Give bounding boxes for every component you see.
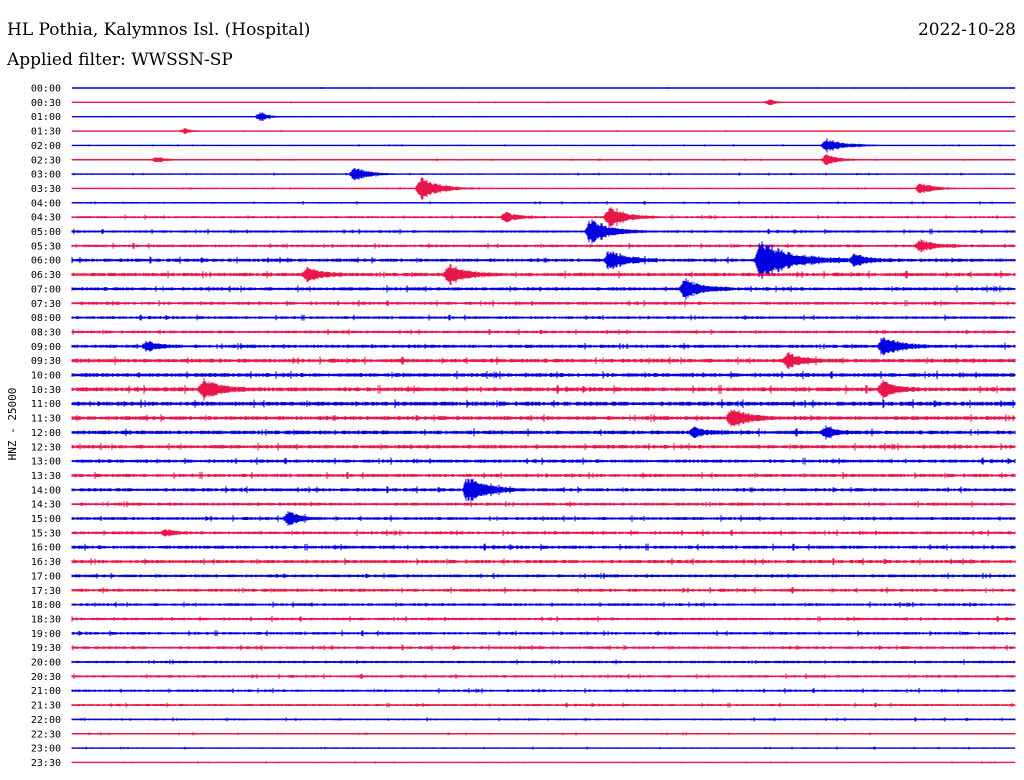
time-label: 10:30: [31, 385, 61, 396]
time-label: 13:30: [31, 471, 61, 482]
time-label: 02:30: [31, 155, 61, 166]
time-label: 04:30: [31, 213, 61, 224]
time-label: 01:00: [31, 112, 61, 123]
time-label: 08:30: [31, 327, 61, 338]
time-label: 02:00: [31, 141, 61, 152]
time-label: 16:30: [31, 557, 61, 568]
time-label: 15:30: [31, 528, 61, 539]
time-label: 05:30: [31, 241, 61, 252]
time-label: 22:00: [31, 715, 61, 726]
time-label: 12:30: [31, 442, 61, 453]
time-label: 00:30: [31, 98, 61, 109]
time-label: 15:00: [31, 514, 61, 525]
time-label: 07:00: [31, 284, 61, 295]
filter-label: Applied filter: WWSSN-SP: [7, 50, 233, 70]
time-label: 09:00: [31, 342, 61, 353]
time-label: 16:00: [31, 543, 61, 554]
time-label: 17:30: [31, 586, 61, 597]
time-label: 09:30: [31, 356, 61, 367]
time-label: 21:30: [31, 701, 61, 712]
channel-label: HNZ - 25000: [6, 388, 19, 461]
time-label: 20:30: [31, 672, 61, 683]
time-label: 19:30: [31, 643, 61, 654]
time-label: 21:00: [31, 686, 61, 697]
time-label: 01:30: [31, 127, 61, 138]
time-label: 03:00: [31, 170, 61, 181]
time-label: 11:30: [31, 414, 61, 425]
time-label: 13:00: [31, 457, 61, 468]
time-label: 14:30: [31, 500, 61, 511]
time-label: 07:30: [31, 299, 61, 310]
time-label: 11:00: [31, 399, 61, 410]
time-label: 19:00: [31, 629, 61, 640]
time-label: 10:00: [31, 371, 61, 382]
time-label: 08:00: [31, 313, 61, 324]
time-label: 06:30: [31, 270, 61, 281]
time-label: 20:00: [31, 658, 61, 669]
time-label: 18:30: [31, 614, 61, 625]
time-label: 03:30: [31, 184, 61, 195]
time-label: 05:00: [31, 227, 61, 238]
time-label: 04:00: [31, 198, 61, 209]
time-label: 00:00: [31, 84, 61, 95]
time-label: 12:00: [31, 428, 61, 439]
time-label: 14:00: [31, 485, 61, 496]
time-label: 18:00: [31, 600, 61, 611]
station-title: HL Pothia, Kalymnos Isl. (Hospital): [7, 20, 311, 40]
time-label: 17:00: [31, 571, 61, 582]
time-label: 23:30: [31, 758, 61, 769]
date-label: 2022-10-28: [917, 20, 1016, 40]
time-label: 06:00: [31, 256, 61, 267]
time-label: 23:00: [31, 744, 61, 755]
time-label: 22:30: [31, 729, 61, 740]
